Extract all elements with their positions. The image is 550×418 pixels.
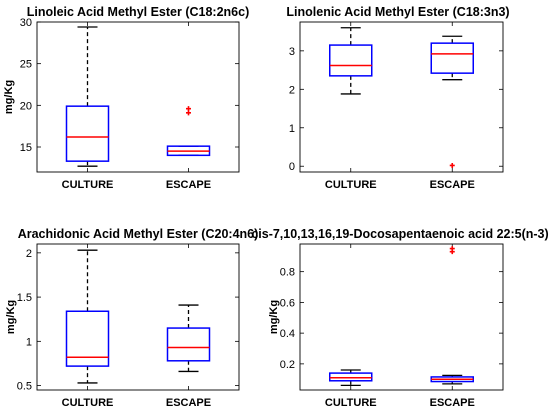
x-category-label: CULTURE [62,397,114,409]
box-iqr [329,44,373,77]
y-tick-label: 1 [26,336,32,348]
x-category-label: CULTURE [325,397,377,409]
axes-frame [299,243,504,391]
x-category-label: ESCAPE [430,397,475,409]
x-category-label: ESCAPE [166,179,211,191]
box-iqr [329,372,373,382]
chart-title: Arachidonic Acid Methyl Ester (C20:4n6) [18,227,259,241]
y-axis-label: mg/Kg [3,80,15,114]
y-tick-label: 0 [289,161,295,173]
chart-panel-1: Linoleic Acid Methyl Ester (C18:2n6c) mg/… [3,5,249,191]
box-iqr [65,105,110,162]
box-escape [430,246,474,385]
y-tick-label: 2 [289,84,295,96]
chart-panel-2: Linolenic Acid Methyl Ester (C18:3n3) 0 1 2… [286,5,509,191]
y-tick-label: 20 [20,100,32,112]
y-tick-label: 2 [26,248,32,260]
y-tick-label: 1.5 [17,292,32,304]
y-tick-label: 0.8 [280,267,295,279]
y-tick-label: 3 [289,46,295,58]
y-tick-label: 1 [289,123,295,135]
x-category-label: ESCAPE [166,397,211,409]
chart-panel-3: Arachidonic Acid Methyl Ester (C20:4n6) m… [5,227,258,409]
x-category-label: ESCAPE [430,179,475,191]
box-culture [329,27,373,95]
chart-title: cis-7,10,13,16,19-Docosapentaenoic acid … [251,227,548,241]
box-culture [65,249,110,384]
box-culture [329,369,373,387]
outlier-marker [186,106,191,112]
box-iqr [430,42,474,74]
box-culture [65,26,110,167]
y-tick-label: 15 [20,142,32,154]
y-tick-label: 0.5 [17,381,32,393]
x-category-label: CULTURE [62,179,114,191]
chart-title: Linolenic Acid Methyl Ester (C18:3n3) [286,5,509,19]
y-tick-label: 0.4 [280,328,295,340]
axes-frame [36,21,240,173]
chart-panel-4: cis-7,10,13,16,19-Docosapentaenoic acid … [251,227,548,409]
box-iqr [166,327,211,362]
y-tick-label: 0.6 [280,297,295,309]
box-escape [430,35,474,168]
box-escape [166,106,211,157]
outlier-marker [449,249,455,255]
axes-frame [299,21,504,173]
y-tick-label: 0.2 [280,359,295,371]
y-axis-label: mg/Kg [5,300,17,334]
y-tick-label: 30 [20,17,32,29]
y-axis-label: mg/Kg [268,300,280,334]
x-category-label: CULTURE [325,179,377,191]
chart-title: Linoleic Acid Methyl Ester (C18:2n6c) [27,5,250,19]
y-tick-label: 25 [20,59,32,71]
box-iqr [65,310,110,367]
axes-frame [36,243,240,391]
outlier-marker [449,162,455,168]
box-escape [166,304,211,373]
